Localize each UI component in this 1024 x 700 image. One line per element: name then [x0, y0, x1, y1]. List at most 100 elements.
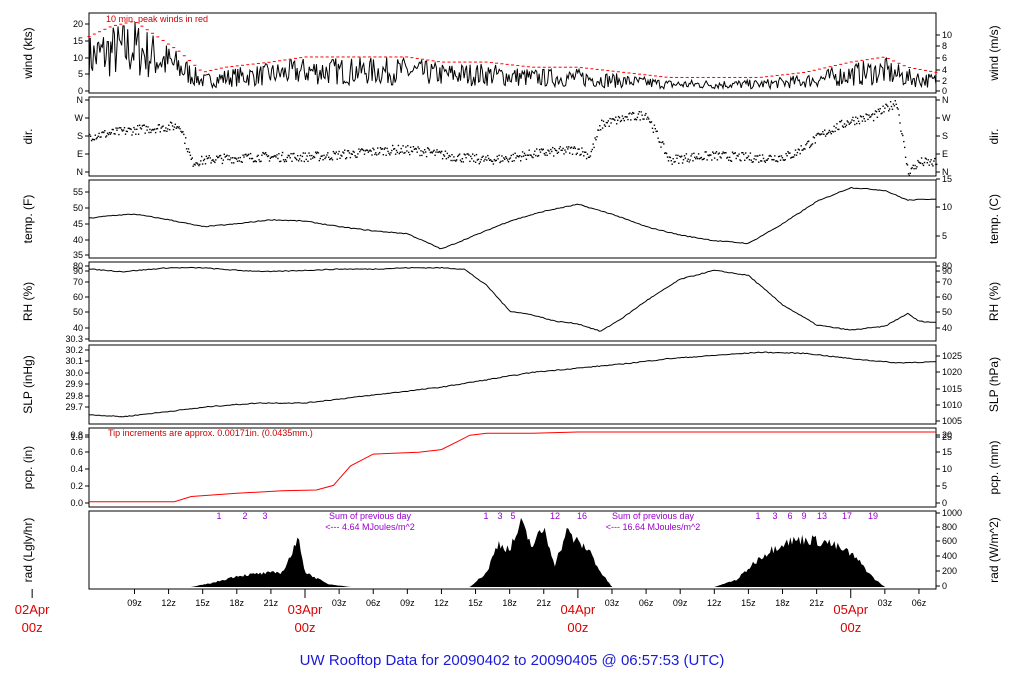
right-tick-label: S — [942, 131, 948, 141]
dir-point — [556, 152, 559, 154]
dir-point — [592, 143, 594, 145]
dir-point — [103, 131, 105, 134]
dir-point — [193, 163, 195, 165]
dir-point — [454, 159, 456, 162]
dir-point — [639, 119, 641, 121]
dir-point — [390, 152, 392, 154]
dir-point — [284, 159, 287, 161]
left-tick-label: 30.0 — [65, 368, 83, 378]
dir-point — [935, 163, 937, 166]
dir-point — [630, 119, 632, 121]
dir-point — [567, 148, 569, 150]
dir-point — [266, 155, 269, 158]
dir-point — [353, 151, 355, 153]
dir-point — [178, 126, 180, 128]
dir-point — [736, 154, 738, 157]
dir-point — [290, 153, 292, 155]
daily-sum-value: <--- 16.64 MJoules/m^2 — [606, 522, 701, 532]
dir-point — [756, 155, 758, 157]
dir-point — [154, 131, 157, 134]
left-tick-label: 50 — [73, 307, 83, 317]
dir-point — [722, 151, 724, 153]
dir-point — [673, 161, 675, 163]
left-tick-label: 60 — [73, 292, 83, 302]
dir-point — [167, 128, 169, 130]
dir-point — [821, 133, 823, 135]
dir-point — [716, 159, 719, 161]
dir-point — [846, 120, 848, 122]
dir-point — [490, 160, 493, 162]
left-tick-label: 30.1 — [65, 356, 83, 366]
dir-point — [631, 113, 633, 115]
dir-point — [824, 135, 827, 137]
dir-point — [439, 150, 441, 153]
dir-point — [287, 154, 289, 157]
dir-point — [340, 154, 342, 156]
dir-point — [294, 156, 296, 159]
dir-point — [394, 153, 397, 155]
dir-point — [873, 113, 876, 115]
dir-point — [698, 158, 701, 160]
rh-trace — [88, 266, 936, 332]
dir-point — [600, 129, 602, 131]
dir-point — [553, 155, 555, 157]
event-label: 13 — [817, 511, 827, 521]
dir-point — [333, 152, 336, 154]
dir-point — [752, 161, 754, 163]
dir-point — [188, 151, 191, 153]
dir-point — [791, 156, 793, 159]
dir-point — [194, 164, 196, 166]
dir-point — [793, 156, 795, 158]
dir-point — [925, 158, 927, 160]
dir-point — [650, 121, 653, 123]
dir-point — [778, 155, 781, 157]
right-tick-label: 1020 — [942, 367, 962, 377]
dir-point — [784, 159, 786, 161]
dir-point — [183, 133, 185, 136]
dir-point — [800, 145, 802, 147]
dir-point — [661, 141, 663, 144]
dir-point — [449, 155, 451, 158]
dir-point — [634, 118, 637, 120]
dir-point — [281, 151, 284, 154]
left-axis-label: rad (Lgly/hr) — [21, 518, 35, 583]
dir-point — [751, 161, 753, 163]
dir-point — [597, 129, 599, 131]
dir-point — [707, 154, 709, 156]
dir-point — [170, 122, 173, 124]
dir-point — [472, 153, 474, 155]
dir-point — [199, 163, 201, 166]
dir-point — [392, 144, 394, 147]
left-axis-label: SLP (inHg) — [21, 355, 35, 413]
dir-point — [655, 130, 657, 133]
dir-point — [811, 143, 814, 145]
dir-point — [767, 158, 769, 160]
dir-point — [185, 148, 188, 150]
dir-point — [467, 153, 469, 155]
dir-point — [360, 149, 362, 151]
dir-point — [474, 161, 477, 163]
panel-frame — [88, 179, 937, 259]
dir-point — [377, 147, 379, 149]
panel-frame — [88, 510, 937, 590]
dir-point — [175, 127, 177, 129]
right-tick-label: 70 — [942, 277, 952, 287]
dir-point — [660, 146, 662, 148]
dir-point — [155, 128, 158, 130]
dir-point — [372, 147, 374, 149]
dir-point — [584, 151, 586, 153]
dir-point — [670, 160, 672, 162]
dir-point — [853, 120, 855, 122]
dir-point — [687, 158, 689, 160]
dir-point — [773, 159, 775, 161]
dir-point — [688, 161, 690, 163]
dir-point — [382, 154, 384, 156]
dir-point — [156, 127, 159, 130]
right-tick-label: 40 — [942, 323, 952, 333]
dir-point — [667, 160, 670, 162]
right-tick-label: 25 — [942, 432, 952, 442]
dir-point — [744, 159, 746, 161]
dir-point — [255, 160, 257, 163]
dir-point — [480, 158, 482, 161]
